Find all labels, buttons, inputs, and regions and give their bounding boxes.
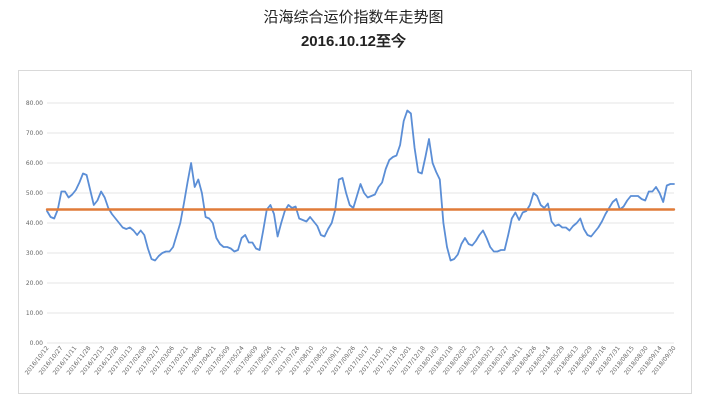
y-tick-label: 0.00 bbox=[30, 340, 44, 347]
y-tick-label: 60.00 bbox=[26, 160, 43, 167]
index-series-line bbox=[46, 109, 675, 262]
y-tick-label: 50.00 bbox=[26, 190, 43, 197]
chart-subtitle: 2016.10.12至今 bbox=[300, 33, 407, 50]
y-tick-label: 70.00 bbox=[26, 130, 43, 137]
y-tick-label: 30.00 bbox=[26, 250, 43, 257]
y-tick-label: 80.00 bbox=[26, 100, 43, 107]
y-tick-label: 40.00 bbox=[26, 220, 43, 227]
chart-frame: 0.00 10.00 20.00 30.00 40.00 50.00 60.00 70.00 8… bbox=[18, 70, 692, 394]
line-chart: 0.00 10.00 20.00 30.00 40.00 50.00 60.00 70.00 8… bbox=[24, 100, 678, 376]
chart-title: 沿海综合运价指数年走势图 bbox=[263, 8, 444, 26]
y-tick-label: 20.00 bbox=[26, 280, 43, 287]
y-tick-label: 10.00 bbox=[26, 310, 43, 317]
